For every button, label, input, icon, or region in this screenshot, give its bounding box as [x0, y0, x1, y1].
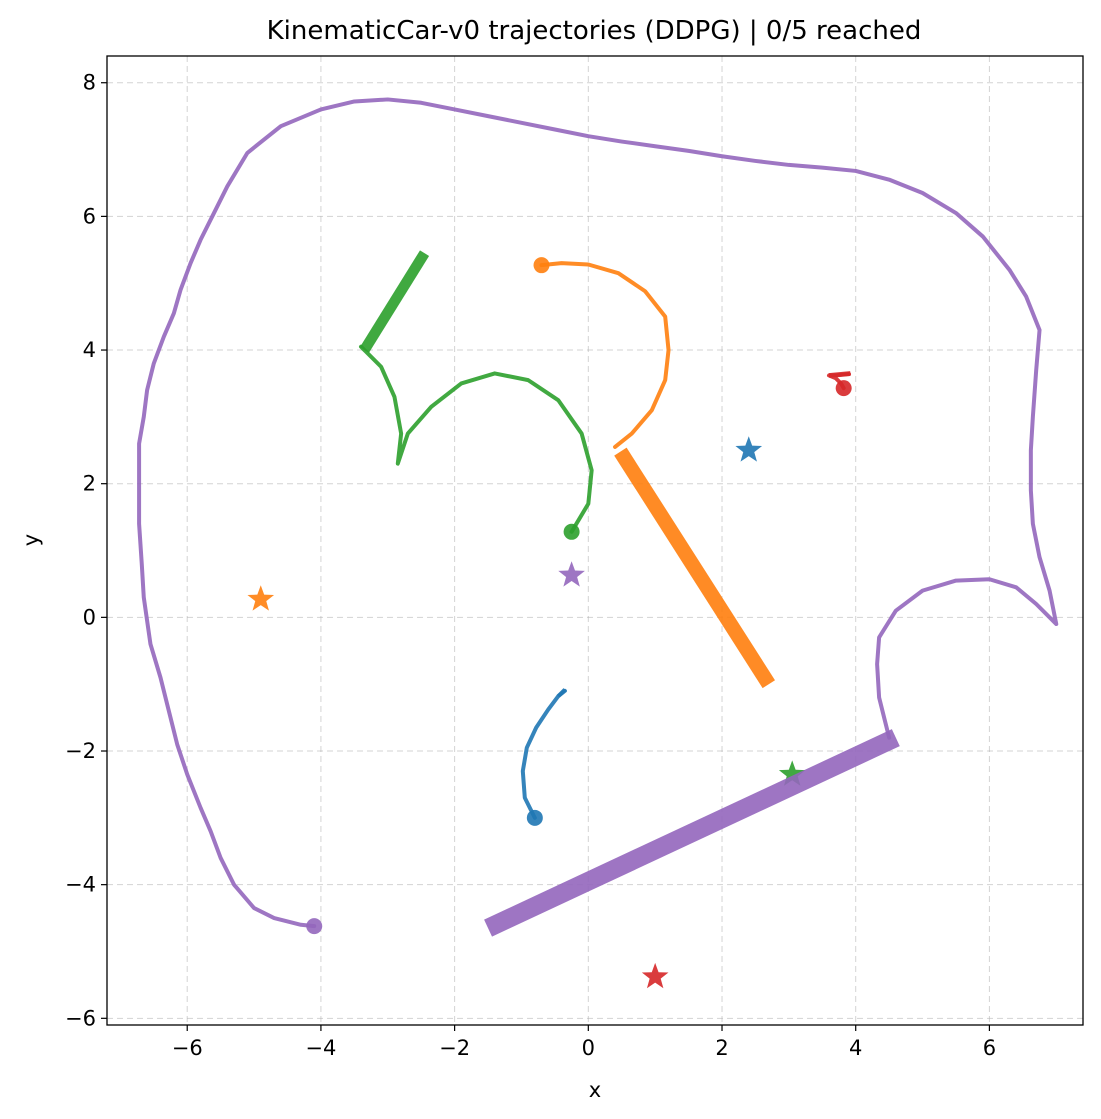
trajectory-path — [539, 261, 671, 449]
trajectory-series-1 — [520, 436, 763, 826]
y-tick-label: 8 — [83, 71, 96, 95]
goal-star — [735, 436, 763, 462]
x-tick-label: −4 — [305, 1036, 336, 1060]
trajectory-path — [359, 344, 594, 534]
trajectory-oscillation-band — [556, 688, 567, 698]
trajectory-path — [520, 688, 567, 820]
x-axis-label: x — [589, 1078, 601, 1102]
y-tick-label: 2 — [83, 472, 96, 496]
x-tick-label: 4 — [849, 1036, 862, 1060]
start-point — [306, 918, 323, 935]
trajectory-oscillation-band — [484, 729, 900, 937]
start-point — [533, 257, 550, 274]
x-tick-label: 2 — [715, 1036, 728, 1060]
trajectory-path — [137, 97, 1059, 929]
trajectory-series-5 — [137, 97, 1059, 937]
series-layer — [137, 97, 1059, 989]
trajectory-series-4 — [641, 371, 852, 989]
y-tick-label: 6 — [83, 204, 96, 228]
goal-star — [247, 585, 275, 611]
start-point — [835, 380, 852, 397]
trajectory-oscillation-band — [828, 371, 851, 378]
start-point — [563, 523, 580, 540]
plot-frame — [106, 55, 1084, 1026]
x-tick-label: −2 — [439, 1036, 470, 1060]
goal-star — [641, 962, 669, 989]
goal-star — [558, 561, 585, 587]
y-tick-label: 0 — [83, 605, 96, 629]
y-tick-label: −6 — [65, 1006, 96, 1030]
x-tick-label: 6 — [983, 1036, 996, 1060]
start-point — [526, 809, 543, 826]
axis-ticks: −6 −4 −2 0 2 4 6 −6 −4 −2 0 2 4 6 8 — [65, 71, 996, 1060]
trajectory-series-3 — [359, 250, 806, 786]
x-tick-label: 0 — [582, 1036, 595, 1060]
chart-title: KinematicCar-v0 trajectories (DDPG) | 0/… — [267, 16, 922, 46]
y-tick-label: 4 — [83, 338, 96, 362]
trajectory-oscillation-band — [614, 447, 776, 689]
grid — [107, 56, 1083, 1025]
x-tick-label: −6 — [172, 1036, 203, 1060]
goal-star — [778, 760, 806, 786]
y-axis-label: y — [19, 534, 43, 546]
trajectory-oscillation-band — [359, 250, 430, 353]
y-tick-label: −4 — [65, 873, 96, 897]
trajectory-series-2 — [247, 257, 776, 689]
y-tick-label: −2 — [65, 739, 96, 763]
